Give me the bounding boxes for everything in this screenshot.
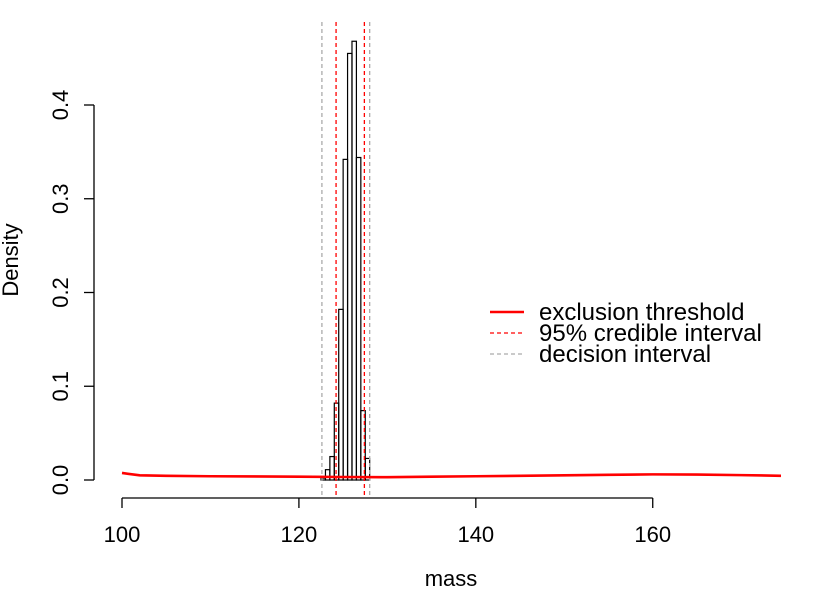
histogram-bar	[364, 457, 371, 481]
x-tick-label: 140	[457, 522, 494, 547]
x-tick-label: 160	[634, 522, 671, 547]
legend-label: 95% credible interval	[539, 320, 762, 347]
series-line	[121, 471, 782, 479]
histogram-bar	[342, 158, 349, 481]
y-tick-label: 0.4	[48, 90, 73, 121]
legend-label: exclusion threshold	[539, 299, 744, 326]
y-ticks: 0.0 0.1 0.2 0.3 0.4	[48, 90, 94, 496]
axes: 100 120 140 160 0.0 0.1 0.2 0.3 0.4	[48, 90, 671, 547]
histogram-bar	[360, 410, 366, 481]
x-tick-label: 100	[104, 522, 141, 547]
histogram	[320, 40, 371, 481]
x-axis-title: mass	[425, 566, 478, 591]
y-tick-label: 0.3	[48, 183, 73, 214]
y-axis-title: Density	[0, 223, 23, 296]
y-tick-label: 0.1	[48, 371, 73, 402]
interval-lines	[321, 22, 371, 496]
x-tick-label: 120	[281, 522, 318, 547]
legend-label: decision interval	[539, 341, 711, 368]
histogram-bar	[346, 52, 353, 481]
y-tick-label: 0.2	[48, 277, 73, 308]
histogram-bar	[351, 40, 358, 481]
x-ticks: 100 120 140 160	[104, 498, 671, 547]
y-tick-label: 0.0	[48, 465, 73, 496]
histogram-bar	[324, 469, 331, 481]
histogram-bar	[355, 156, 362, 481]
histogram-bar	[338, 308, 344, 481]
series-lines	[121, 471, 782, 479]
